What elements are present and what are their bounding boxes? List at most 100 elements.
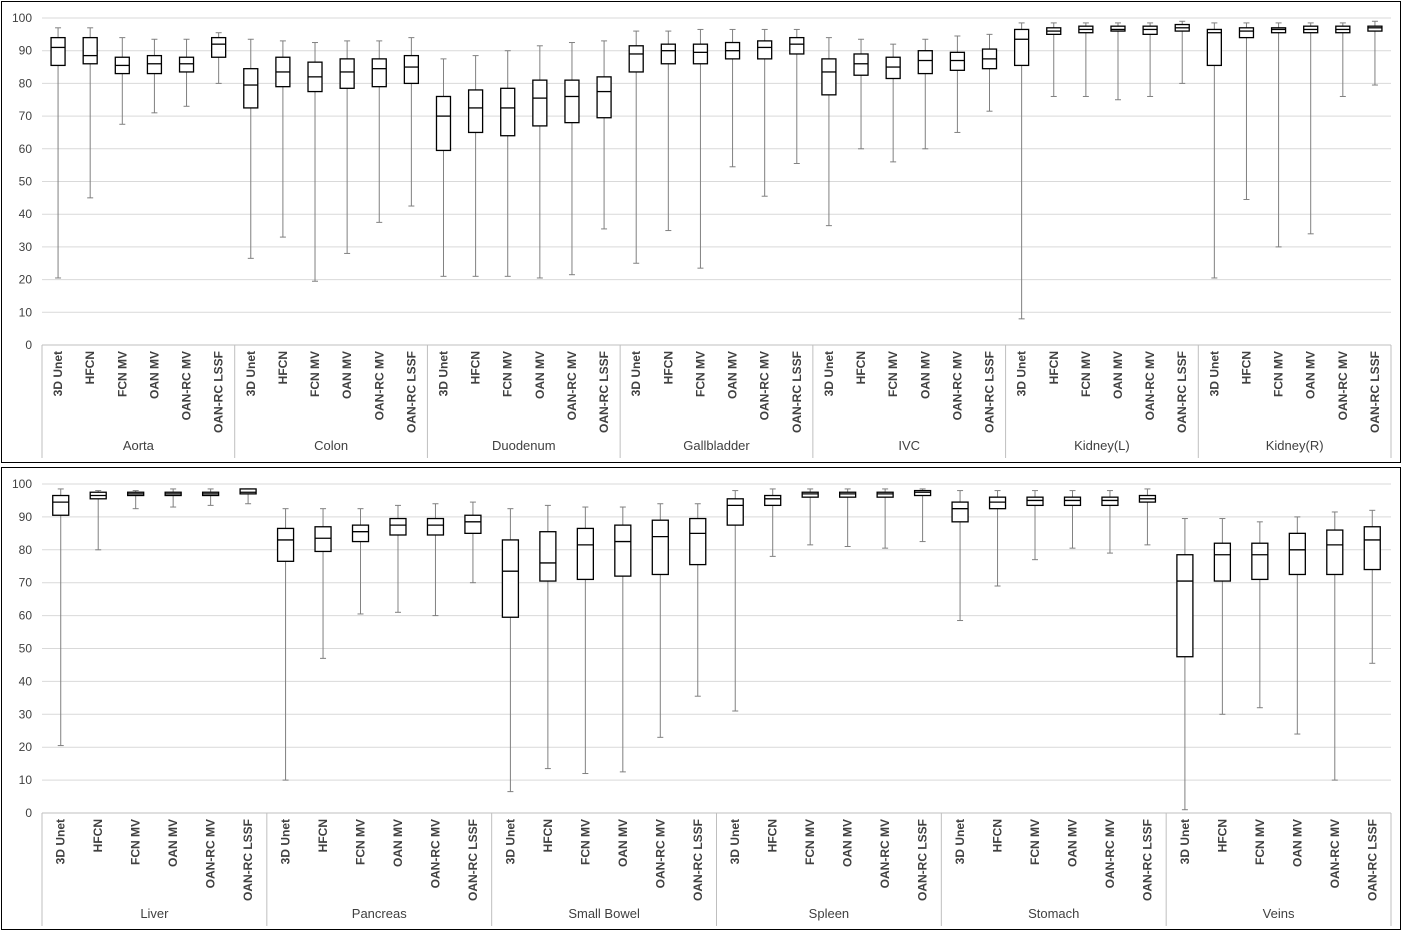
y-tick-label: 10 — [19, 305, 33, 319]
group-label: IVC — [898, 438, 920, 453]
y-tick-label: 60 — [19, 609, 33, 623]
method-label: FCN MV — [1028, 819, 1042, 865]
box — [651, 519, 669, 576]
group-label: Liver — [140, 906, 169, 921]
method-label: OAN-RC LSSF — [691, 819, 705, 901]
method-label: FCN MV — [354, 819, 368, 865]
box — [146, 54, 163, 75]
y-tick-label: 100 — [12, 11, 32, 25]
box — [389, 517, 407, 536]
box — [178, 56, 195, 73]
group-label: Aorta — [123, 438, 155, 453]
box — [913, 489, 932, 497]
method-label: HFCN — [316, 819, 330, 852]
method-label: HFCN — [276, 351, 290, 384]
method-label: 3D Unet — [244, 351, 258, 396]
box — [885, 56, 901, 80]
method-label: OAN-RC LSSF — [466, 819, 480, 901]
method-label: FCN MV — [886, 351, 900, 397]
box — [243, 68, 259, 109]
boxplot-chart-top: 0 10 20 30 40 50 60 70 80 90 100 3D Unet HFCN FCN MV O… — [12, 11, 1392, 458]
box — [764, 494, 782, 507]
box — [52, 494, 70, 516]
group-label: Small Bowel — [568, 906, 640, 921]
method-label: HFCN — [91, 819, 105, 852]
y-tick-label: 30 — [19, 707, 33, 721]
y-tick-label: 70 — [19, 109, 33, 123]
method-label: OAN-RC LSSF — [1368, 351, 1382, 433]
method-label: OAN MV — [1290, 819, 1304, 867]
box — [801, 491, 819, 498]
box — [576, 527, 594, 581]
method-label: HFCN — [83, 351, 97, 384]
method-label: OAN-RC LSSF — [983, 351, 997, 433]
box — [757, 40, 773, 60]
box — [82, 36, 98, 65]
method-label: OAN-RC MV — [204, 819, 218, 888]
method-label: OAN MV — [841, 819, 855, 867]
box — [951, 501, 969, 523]
method-label: OAN MV — [166, 819, 180, 867]
method-label: OAN-RC MV — [758, 351, 772, 420]
box — [351, 524, 370, 543]
box — [988, 496, 1007, 510]
box — [726, 498, 744, 526]
method-label: OAN-RC MV — [653, 819, 667, 888]
method-label: FCN MV — [693, 351, 707, 397]
y-tick-label: 80 — [19, 543, 33, 557]
method-label: OAN-RC LSSF — [1140, 819, 1154, 901]
box — [789, 36, 805, 55]
method-label: FCN MV — [115, 351, 129, 397]
box — [1176, 554, 1194, 658]
method-label: HFCN — [541, 819, 555, 852]
method-label: FCN MV — [308, 351, 322, 397]
y-tick-label: 20 — [19, 740, 33, 754]
method-label: OAN MV — [918, 351, 932, 399]
group-label: Colon — [314, 438, 348, 453]
y-tick-label: 70 — [19, 576, 33, 590]
group-label: Pancreas — [352, 906, 407, 921]
box — [467, 89, 484, 134]
method-label: HFCN — [661, 351, 675, 384]
method-label: OAN MV — [1065, 819, 1079, 867]
box — [917, 50, 933, 75]
box — [464, 514, 482, 535]
y-tick-label: 40 — [19, 674, 33, 688]
method-label: OAN-RC MV — [372, 351, 386, 420]
box — [1326, 529, 1344, 576]
method-label: 3D Unet — [728, 819, 742, 864]
box — [211, 36, 227, 58]
box — [532, 79, 548, 127]
box — [596, 76, 612, 119]
group-label: Duodenum — [492, 438, 556, 453]
box — [426, 517, 445, 536]
group-label: Stomach — [1028, 906, 1079, 921]
box — [1142, 25, 1158, 35]
method-label: OAN-RC MV — [878, 819, 892, 888]
group-label: Veins — [1263, 906, 1295, 921]
y-tick-label: 10 — [19, 773, 33, 787]
box — [1063, 496, 1082, 507]
method-label: OAN MV — [726, 351, 740, 399]
y-tick-label: 50 — [19, 175, 33, 189]
box — [435, 95, 452, 152]
box — [1213, 542, 1232, 582]
box — [403, 54, 420, 85]
box — [628, 45, 644, 73]
method-label: OAN MV — [616, 819, 630, 867]
box — [276, 527, 295, 562]
box — [1238, 27, 1255, 39]
box — [949, 51, 966, 71]
box — [564, 79, 580, 124]
method-label: OAN-RC LSSF — [404, 351, 418, 433]
method-label: 3D Unet — [1178, 819, 1192, 864]
box — [1288, 532, 1306, 576]
box — [1026, 496, 1044, 507]
method-label: 3D Unet — [54, 819, 68, 864]
group-label: Gallbladder — [683, 438, 750, 453]
y-tick-label: 30 — [19, 240, 33, 254]
method-label: 3D Unet — [1207, 351, 1221, 396]
y-tick-label: 80 — [19, 76, 33, 90]
method-label: HFCN — [766, 819, 780, 852]
box — [1270, 27, 1287, 34]
